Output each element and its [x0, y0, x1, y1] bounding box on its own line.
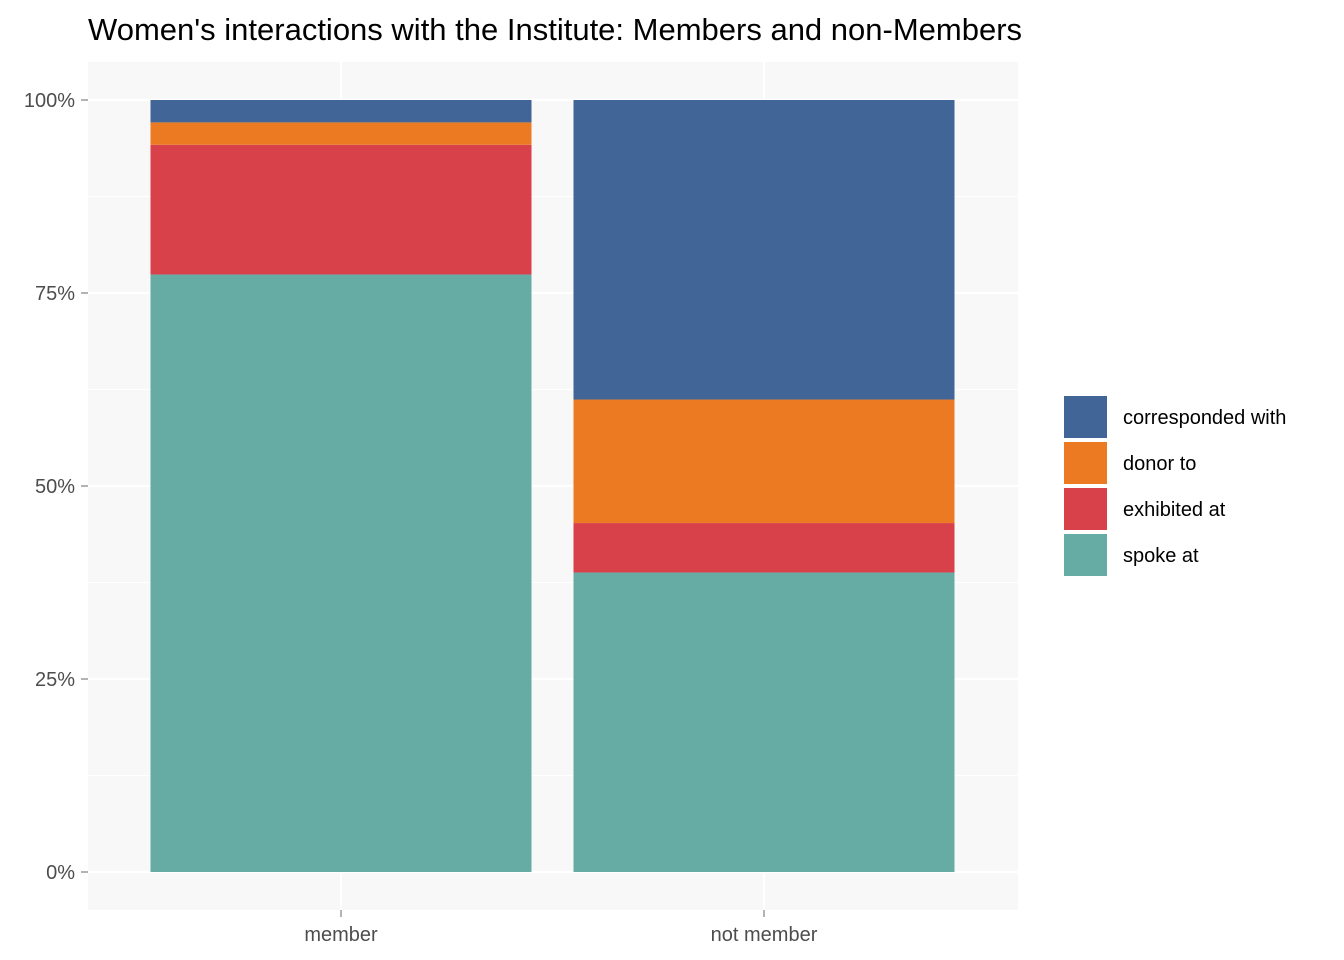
y-tick-label: 100%	[24, 90, 75, 112]
bar-segment-donor-to-not-member	[573, 399, 955, 524]
bar-segment-spoke-at-not-member	[573, 572, 955, 872]
x-tick-label: not member	[711, 924, 818, 946]
chart-title: Women's interactions with the Institute:…	[88, 12, 1022, 47]
legend-label-donor-to: donor to	[1123, 453, 1196, 475]
x-tick-label: member	[304, 924, 378, 946]
bar-segment-corresponded-with-not-member	[573, 100, 955, 400]
bar-segment-exhibited-at-member	[150, 144, 532, 275]
legend-label-exhibited-at: exhibited at	[1123, 499, 1226, 521]
legend-key-corresponded-with	[1064, 396, 1107, 438]
legend: corresponded with donor to exhibited at spo…	[1064, 396, 1286, 576]
bar-segment-exhibited-at-not-member	[573, 523, 955, 573]
legend-label-corresponded-with: corresponded with	[1123, 407, 1286, 429]
axis-layer: 0% 25% 50% 75% 100% member not member	[24, 90, 818, 946]
y-tick-label: 25%	[35, 669, 75, 691]
bar-segment-donor-to-member	[150, 122, 532, 145]
legend-key-donor-to	[1064, 442, 1107, 484]
bar-segment-spoke-at-member	[150, 274, 532, 872]
legend-key-spoke-at	[1064, 534, 1107, 576]
legend-label-spoke-at: spoke at	[1123, 545, 1199, 567]
bar-segment-corresponded-with-member	[150, 100, 532, 123]
y-tick-label: 50%	[35, 476, 75, 498]
legend-key-exhibited-at	[1064, 488, 1107, 530]
y-tick-label: 75%	[35, 283, 75, 305]
bars-layer	[150, 100, 955, 872]
y-tick-label: 0%	[46, 862, 75, 884]
